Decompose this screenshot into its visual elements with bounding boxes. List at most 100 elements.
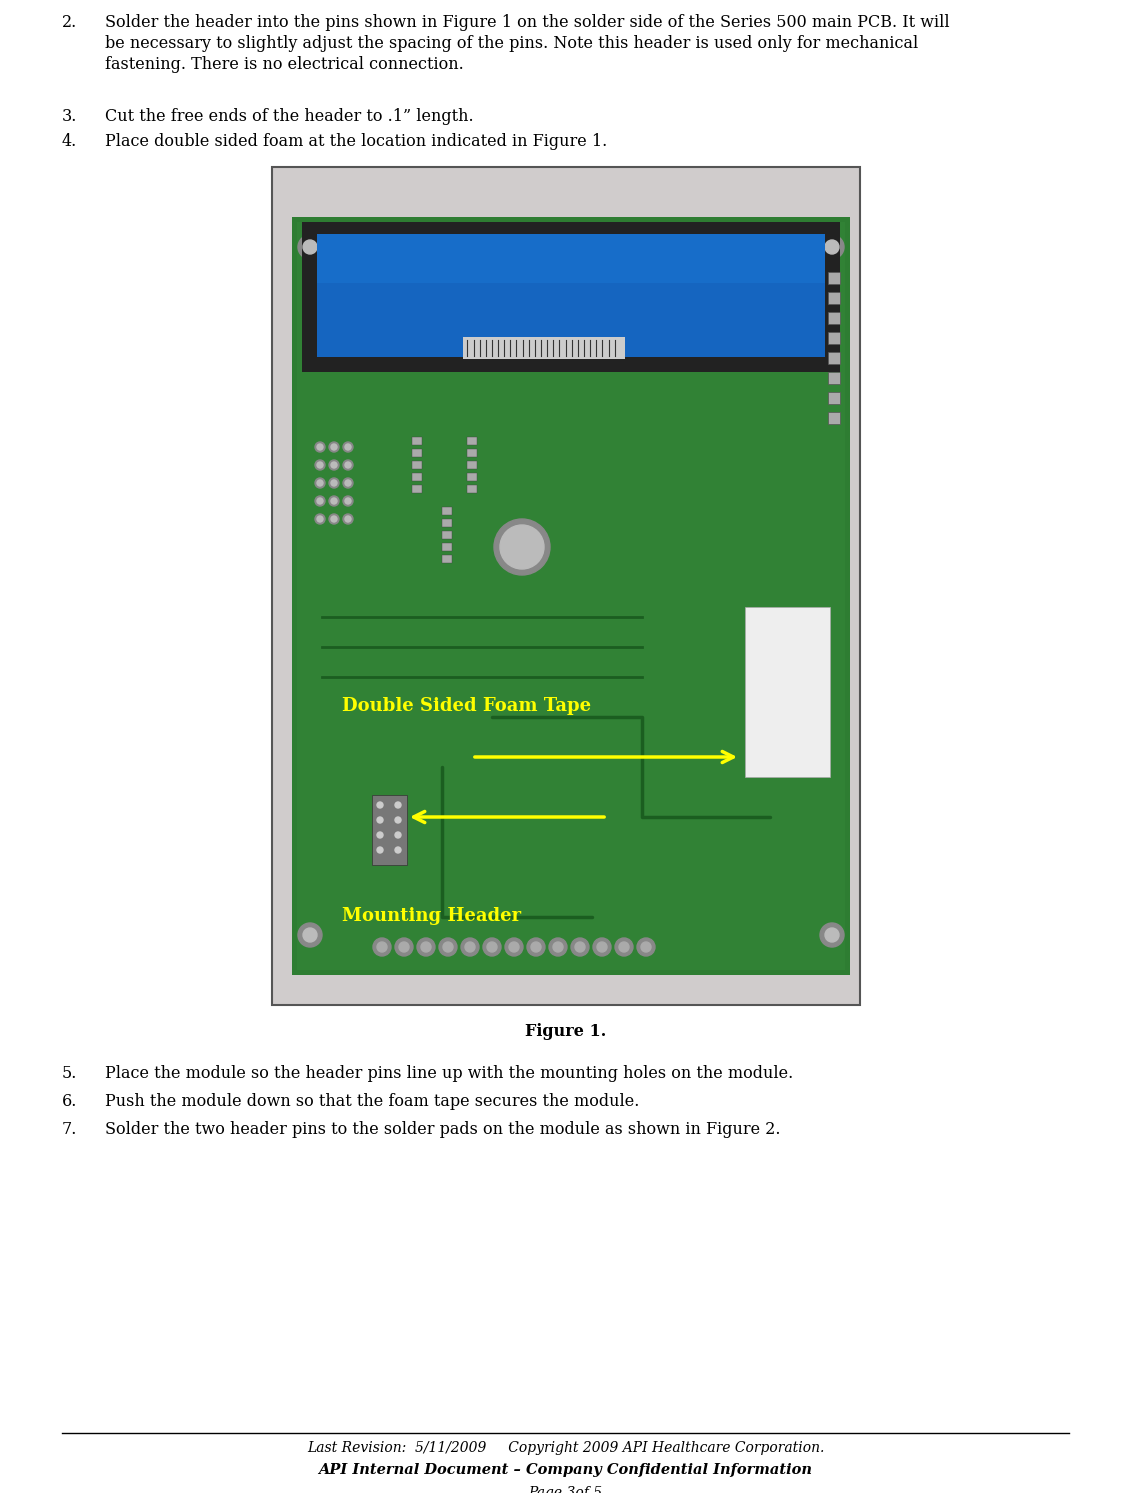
Bar — [467, 449, 477, 457]
Text: Solder the header into the pins shown in Figure 1 on the solder side of the Seri: Solder the header into the pins shown in… — [105, 13, 950, 73]
Circle shape — [395, 832, 402, 838]
Circle shape — [317, 499, 323, 505]
Bar — [464, 337, 624, 358]
Circle shape — [331, 499, 337, 505]
Circle shape — [549, 938, 567, 956]
Circle shape — [530, 942, 541, 953]
Bar — [442, 555, 452, 563]
Bar — [412, 473, 422, 481]
Text: Push the module down so that the foam tape secures the module.: Push the module down so that the foam ta… — [105, 1093, 639, 1109]
Bar — [745, 608, 830, 776]
Circle shape — [329, 496, 339, 506]
Circle shape — [331, 517, 337, 523]
Bar — [828, 412, 840, 424]
Circle shape — [395, 938, 413, 956]
Text: Double Sided Foam Tape: Double Sided Foam Tape — [342, 697, 592, 715]
Circle shape — [637, 938, 655, 956]
Circle shape — [343, 478, 353, 488]
Circle shape — [331, 481, 337, 487]
Circle shape — [439, 938, 457, 956]
Circle shape — [483, 938, 501, 956]
Circle shape — [377, 847, 383, 853]
Circle shape — [316, 496, 325, 506]
Text: Solder the two header pins to the solder pads on the module as shown in Figure 2: Solder the two header pins to the solder… — [105, 1121, 780, 1138]
Circle shape — [509, 942, 519, 953]
Circle shape — [553, 942, 563, 953]
Text: 6.: 6. — [62, 1093, 77, 1109]
Bar — [412, 485, 422, 493]
Bar — [828, 372, 840, 384]
Circle shape — [329, 460, 339, 470]
Bar — [467, 437, 477, 445]
Text: Figure 1.: Figure 1. — [526, 1023, 606, 1041]
Circle shape — [317, 481, 323, 487]
Bar — [828, 272, 840, 284]
Circle shape — [641, 942, 651, 953]
Bar — [372, 794, 407, 864]
Circle shape — [395, 802, 402, 808]
Text: 3.: 3. — [62, 107, 77, 125]
Text: Last Revision:  5/11/2009     Copyright 2009 API Healthcare Corporation.: Last Revision: 5/11/2009 Copyright 2009 … — [307, 1441, 824, 1456]
Text: Place the module so the header pins line up with the mounting holes on the modul: Place the module so the header pins line… — [105, 1065, 793, 1082]
Bar — [317, 234, 824, 284]
Bar — [442, 532, 452, 539]
Circle shape — [297, 923, 322, 947]
Text: Place double sided foam at the location indicated in Figure 1.: Place double sided foam at the location … — [105, 133, 607, 149]
Circle shape — [377, 832, 383, 838]
Bar — [271, 167, 860, 1005]
Bar — [412, 437, 422, 445]
Circle shape — [303, 929, 317, 942]
Circle shape — [297, 234, 322, 258]
Circle shape — [820, 923, 844, 947]
Bar — [412, 449, 422, 457]
Bar — [467, 473, 477, 481]
Circle shape — [500, 526, 544, 569]
Circle shape — [377, 817, 383, 823]
Circle shape — [373, 938, 391, 956]
Circle shape — [527, 938, 545, 956]
Text: API Internal Document – Company Confidential Information: API Internal Document – Company Confiden… — [319, 1463, 812, 1477]
Circle shape — [331, 461, 337, 467]
Text: 5.: 5. — [62, 1065, 77, 1082]
Text: 2.: 2. — [62, 13, 77, 31]
Circle shape — [421, 942, 431, 953]
Circle shape — [465, 942, 475, 953]
Circle shape — [494, 520, 550, 575]
Text: Mounting Header: Mounting Header — [342, 908, 521, 926]
Circle shape — [417, 938, 435, 956]
Bar — [828, 352, 840, 364]
Circle shape — [443, 942, 454, 953]
Bar — [467, 485, 477, 493]
Circle shape — [316, 478, 325, 488]
Bar — [317, 234, 824, 357]
Circle shape — [317, 443, 323, 449]
Circle shape — [377, 942, 387, 953]
Circle shape — [377, 802, 383, 808]
Text: 4.: 4. — [62, 133, 77, 149]
Circle shape — [395, 847, 402, 853]
Circle shape — [343, 514, 353, 524]
Bar — [297, 222, 845, 970]
Circle shape — [331, 443, 337, 449]
Circle shape — [824, 929, 839, 942]
Bar — [828, 312, 840, 324]
Circle shape — [575, 942, 585, 953]
Circle shape — [461, 938, 480, 956]
Circle shape — [345, 443, 351, 449]
Circle shape — [824, 240, 839, 254]
Circle shape — [343, 496, 353, 506]
Bar — [442, 543, 452, 551]
Circle shape — [399, 942, 409, 953]
Circle shape — [343, 442, 353, 452]
Bar — [442, 508, 452, 515]
Bar — [828, 331, 840, 343]
Circle shape — [329, 478, 339, 488]
Circle shape — [593, 938, 611, 956]
Circle shape — [345, 481, 351, 487]
Circle shape — [487, 942, 497, 953]
Bar — [828, 393, 840, 405]
Circle shape — [317, 517, 323, 523]
Bar — [442, 520, 452, 527]
Text: 7.: 7. — [62, 1121, 77, 1138]
Circle shape — [597, 942, 607, 953]
